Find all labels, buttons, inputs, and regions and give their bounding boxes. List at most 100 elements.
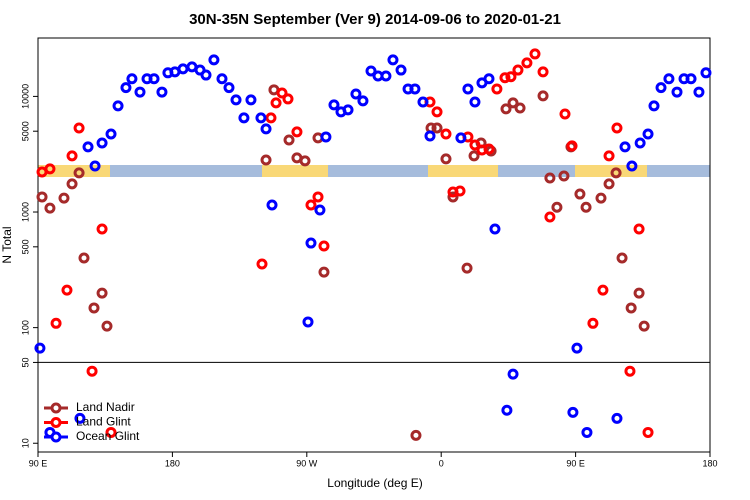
point (625, 302, 637, 314)
point (61, 284, 73, 296)
point (634, 137, 646, 149)
point (73, 167, 85, 179)
point (357, 95, 369, 107)
point (320, 131, 332, 143)
point (611, 412, 623, 424)
point (440, 128, 452, 140)
point (655, 82, 667, 94)
point (507, 368, 519, 380)
point (603, 150, 615, 162)
point (34, 342, 46, 354)
point (276, 87, 288, 99)
point (529, 48, 541, 60)
x-tick-label: 90 E (566, 458, 585, 468)
point (468, 150, 480, 162)
point (380, 70, 392, 82)
point (230, 94, 242, 106)
point (101, 320, 113, 332)
point (616, 252, 628, 264)
y-tick-label: 50 (20, 357, 30, 367)
point (469, 96, 481, 108)
point (282, 93, 294, 105)
point (126, 73, 138, 85)
point (255, 112, 267, 124)
point (342, 104, 354, 116)
point (633, 223, 645, 235)
point (499, 72, 511, 84)
point (559, 108, 571, 120)
point (36, 191, 48, 203)
point (693, 86, 705, 98)
point (500, 103, 512, 115)
point (440, 153, 452, 165)
y-tick-label: 5000 (20, 121, 30, 141)
point (96, 223, 108, 235)
point (551, 201, 563, 213)
point (611, 122, 623, 134)
point (566, 140, 578, 152)
point (507, 97, 519, 109)
point (461, 262, 473, 274)
point (350, 88, 362, 100)
point (82, 141, 94, 153)
point (223, 82, 235, 94)
point (105, 128, 117, 140)
x-tick-label: 180 (165, 458, 180, 468)
point (483, 73, 495, 85)
legend-label: Ocean Glint (76, 429, 140, 443)
point (521, 57, 533, 69)
point (512, 64, 524, 76)
point (571, 342, 583, 354)
y-tick-label: 100 (20, 320, 30, 335)
point (299, 155, 311, 167)
point (256, 258, 268, 270)
point (314, 204, 326, 216)
point (595, 192, 607, 204)
point (483, 143, 495, 155)
point (96, 137, 108, 149)
point (663, 73, 675, 85)
point (86, 365, 98, 377)
point (417, 96, 429, 108)
point (66, 150, 78, 162)
point (120, 82, 132, 94)
point (266, 199, 278, 211)
point (700, 67, 712, 79)
point (156, 86, 168, 98)
point (671, 86, 683, 98)
point (260, 123, 272, 135)
legend-marker (50, 431, 62, 443)
point (148, 73, 160, 85)
legend-marker (50, 417, 62, 428)
point (134, 86, 146, 98)
point (318, 240, 330, 252)
point (454, 185, 466, 197)
x-tick-label: 90 W (296, 458, 318, 468)
point (514, 102, 526, 114)
point (489, 223, 501, 235)
point (624, 365, 636, 377)
point (96, 287, 108, 299)
point (112, 100, 124, 112)
point (431, 106, 443, 118)
legend-label: Land Glint (76, 415, 131, 429)
point (537, 66, 549, 78)
point (580, 201, 592, 213)
map-strip (38, 165, 710, 177)
x-tick-label: 90 E (29, 458, 48, 468)
point (587, 317, 599, 329)
land-strip (428, 165, 498, 177)
legend-marker (50, 402, 62, 414)
chart-title: 30N-35N September (Ver 9) 2014-09-06 to … (189, 11, 561, 28)
point (73, 122, 85, 134)
point (395, 64, 407, 76)
y-tick-label: 500 (20, 239, 30, 254)
point (245, 94, 257, 106)
x-axis-label: Longitude (deg E) (327, 476, 422, 490)
legend-label: Land Nadir (76, 400, 135, 414)
point (558, 170, 570, 182)
point (58, 192, 70, 204)
point (305, 237, 317, 249)
point (302, 316, 314, 328)
